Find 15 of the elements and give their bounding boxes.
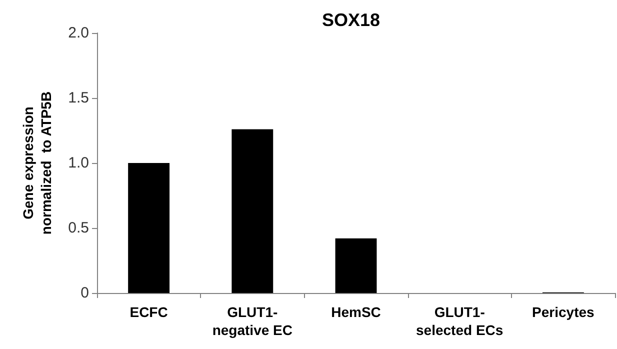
y-tick-label: 0 bbox=[80, 284, 89, 302]
x-tick-label: GLUT1- negative EC bbox=[212, 304, 292, 338]
bar bbox=[128, 163, 170, 293]
y-tick-label: 0.5 bbox=[68, 220, 89, 236]
bar bbox=[232, 129, 274, 293]
y-tick-label: 2.0 bbox=[68, 24, 89, 42]
x-tick-label: Pericytes bbox=[532, 304, 595, 320]
chart-title: SOX18 bbox=[322, 10, 380, 30]
x-tick-label: GLUT1- selected ECs bbox=[416, 304, 504, 338]
bar bbox=[335, 238, 377, 293]
y-tick-label: 1.0 bbox=[68, 154, 89, 172]
x-tick-label: ECFC bbox=[130, 304, 168, 320]
y-axis-title: Gene expression normalized to ATP5B bbox=[20, 91, 54, 235]
x-tick-label: HemSC bbox=[331, 304, 381, 320]
y-tick-label: 1.5 bbox=[68, 90, 89, 106]
